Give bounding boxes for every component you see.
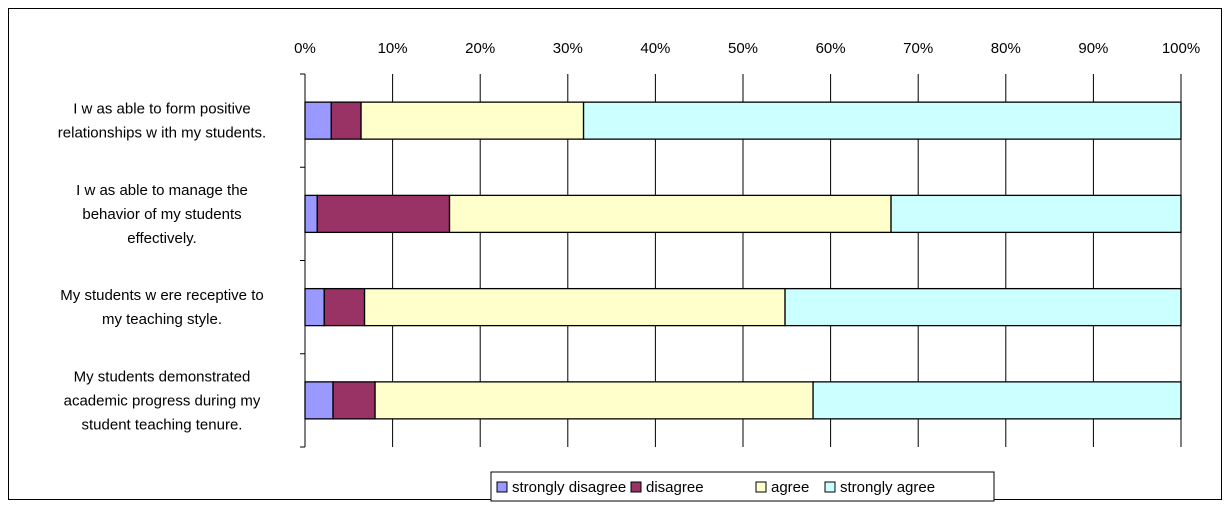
- bar-segment-disagree: [316, 194, 451, 234]
- x-tick-label: 60%: [816, 40, 846, 57]
- legend-swatch: [496, 481, 508, 493]
- bar-segment-agree: [360, 101, 585, 140]
- bar-segment-strongly-disagree: [304, 287, 325, 327]
- bar-segment-strongly-disagree: [304, 381, 334, 420]
- x-tick-label: 40%: [640, 40, 670, 57]
- x-tick-label: 10%: [378, 40, 408, 57]
- category-label-line: My students demonstrated: [74, 368, 251, 385]
- bar-segment-strongly-agree: [784, 287, 1182, 327]
- bar-segment-strongly-disagree: [304, 194, 318, 234]
- bar-segment-agree: [448, 194, 892, 234]
- category-labels: I w as able to form positive relationship…: [58, 101, 266, 434]
- category-label: I w as able to manage the behavior of my …: [76, 182, 248, 247]
- x-tick-label: 0%: [294, 40, 316, 57]
- bar-segment-disagree: [323, 287, 366, 327]
- x-tick-label: 70%: [903, 40, 933, 57]
- legend-label: strongly disagree: [512, 479, 626, 496]
- legend-label: disagree: [646, 479, 704, 496]
- bar-segment-strongly-agree: [890, 194, 1182, 234]
- category-label: My students w ere receptive to my teachin…: [60, 287, 263, 328]
- category-label-line: I w as able to form positive: [73, 101, 251, 118]
- legend-box: [490, 471, 995, 502]
- bar-segment-agree: [374, 381, 814, 420]
- x-tick-label: 90%: [1078, 40, 1108, 57]
- bar-segment-disagree: [330, 101, 362, 140]
- category-label-line: my teaching style.: [102, 311, 222, 328]
- category-label: I w as able to form positive relationship…: [58, 101, 266, 142]
- legend: strongly disagree disagree agree strongly a…: [490, 471, 995, 502]
- category-label-line: academic progress during my: [64, 392, 261, 409]
- category-label-line: effectively.: [127, 230, 196, 247]
- bar-segment-strongly-disagree: [304, 101, 332, 140]
- category-label-line: student teaching tenure.: [82, 416, 243, 433]
- bar-segment-disagree: [332, 381, 376, 420]
- x-tick-label: 100%: [1162, 40, 1200, 57]
- category-label-line: relationships w ith my students.: [58, 125, 266, 142]
- legend-label: agree: [771, 479, 809, 496]
- category-label-line: My students w ere receptive to: [60, 287, 263, 304]
- x-tick-label: 80%: [991, 40, 1021, 57]
- bar-segment-agree: [363, 287, 786, 327]
- category-label: My students demonstrated academic progres…: [64, 368, 261, 433]
- bar-segment-strongly-agree: [582, 101, 1182, 140]
- category-label-line: I w as able to manage the: [76, 182, 248, 199]
- bar-segment-strongly-agree: [812, 381, 1182, 420]
- legend-label: strongly agree: [840, 479, 935, 496]
- legend-swatch: [755, 481, 767, 493]
- legend-swatch: [630, 481, 642, 493]
- category-label-line: behavior of my students: [82, 206, 241, 223]
- bars: [304, 101, 1182, 420]
- legend-swatch: [824, 481, 836, 493]
- x-tick-label: 20%: [465, 40, 495, 57]
- x-tick-label: 50%: [728, 40, 758, 57]
- x-tick-label: 30%: [553, 40, 583, 57]
